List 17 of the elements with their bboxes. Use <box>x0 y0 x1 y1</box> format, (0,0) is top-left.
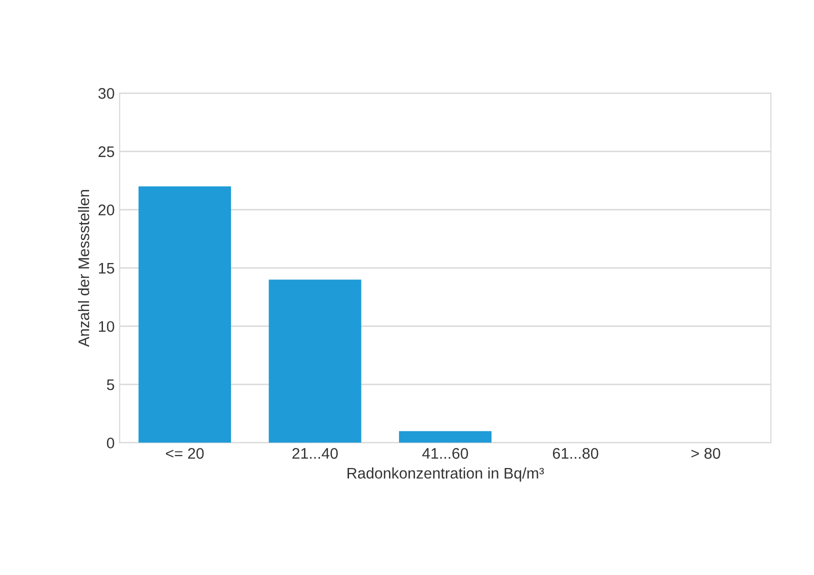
x-tick-label: 61...80 <box>552 448 598 459</box>
bar <box>399 431 492 443</box>
y-tick-label: 15 <box>98 262 114 274</box>
y-tick-label: 20 <box>98 204 114 216</box>
x-tick-label: 21...40 <box>292 448 338 459</box>
bar <box>138 186 232 443</box>
y-tick-label: 5 <box>106 380 114 390</box>
y-tick-label: 0 <box>106 438 114 448</box>
y-tick-label: 10 <box>98 321 114 332</box>
y-axis-title: Anzahl der Messstellen <box>78 190 90 347</box>
x-tick-label: <= 20 <box>166 448 204 459</box>
x-tick-label: 41...60 <box>422 448 468 459</box>
bar <box>268 280 362 443</box>
x-tick-label: > 80 <box>691 448 720 459</box>
y-tick-label: 25 <box>98 146 114 158</box>
y-tick-label: 30 <box>98 88 114 99</box>
x-axis-title: Radonkonzentration in Bq/m³ <box>348 467 544 482</box>
